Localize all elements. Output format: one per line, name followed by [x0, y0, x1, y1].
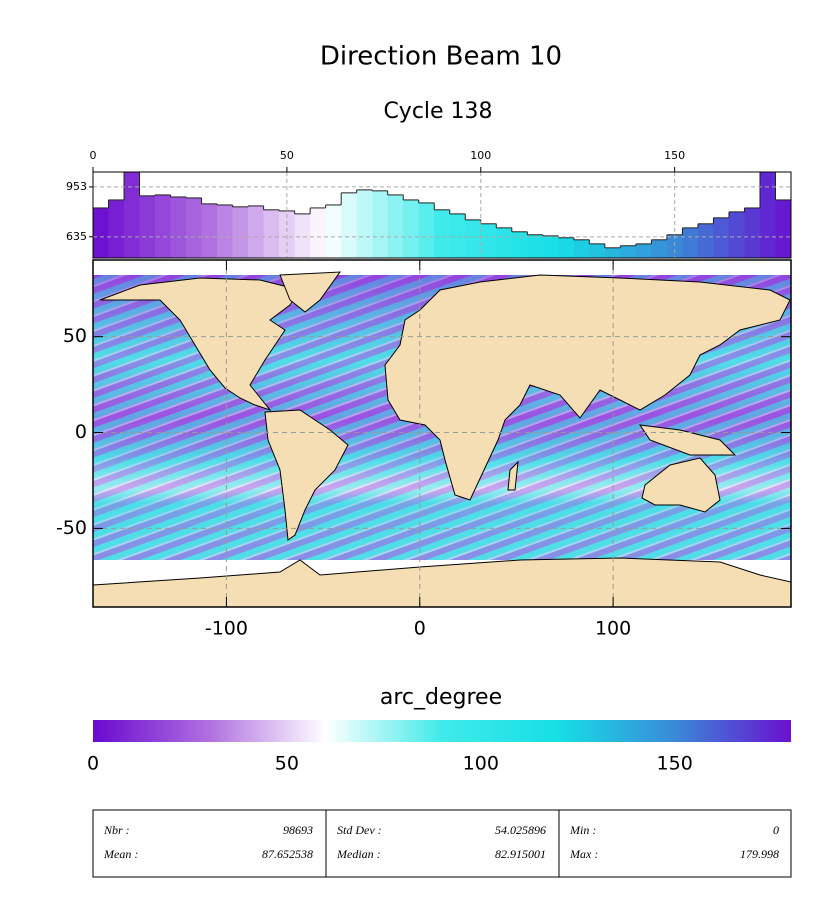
bar	[635, 243, 652, 258]
bar	[232, 206, 249, 258]
x-tick-label: 150	[664, 149, 685, 162]
bar	[527, 234, 544, 258]
x-tick-label: 100	[470, 149, 491, 162]
bar	[325, 204, 342, 258]
madagascar	[507, 460, 519, 491]
bar	[248, 205, 264, 258]
map-frame	[92, 259, 792, 608]
bar	[186, 197, 202, 258]
bar	[728, 211, 745, 258]
bar	[201, 203, 218, 258]
stat-value: 0	[773, 823, 779, 837]
bar	[511, 231, 528, 258]
stat-value: 82.915001	[495, 847, 546, 861]
bar	[93, 207, 109, 258]
bar	[604, 247, 621, 258]
map-axes: -100 0 100 50 0 -50	[56, 260, 791, 640]
bar	[372, 190, 389, 258]
bar	[341, 192, 357, 258]
stat-value: 179.998	[740, 847, 779, 861]
bar	[418, 202, 435, 258]
colorbar-tick-label: 100	[463, 753, 499, 775]
bar	[697, 223, 714, 258]
stat-label: Nbr :	[103, 823, 130, 837]
stat-label: Mean :	[103, 847, 138, 861]
bar	[558, 237, 575, 258]
land	[93, 271, 791, 607]
stat-label: Median :	[336, 847, 381, 861]
stat-label: Std Dev :	[337, 823, 382, 837]
bar	[434, 209, 451, 258]
bar	[666, 234, 683, 258]
bar	[589, 243, 606, 258]
x-tick-label: 0	[90, 149, 97, 162]
stat-label: Min :	[569, 823, 596, 837]
chart-title: Direction Beam 10	[320, 42, 562, 72]
north-america	[99, 277, 301, 412]
bar	[124, 172, 140, 258]
y-tick-label: -50	[56, 517, 87, 539]
histogram-frame	[92, 171, 792, 259]
bar	[713, 217, 730, 258]
bar	[744, 207, 761, 258]
africa-eurasia	[384, 274, 791, 501]
bar	[294, 213, 311, 258]
chart-subtitle: Cycle 138	[383, 99, 492, 124]
table-frame	[92, 809, 792, 878]
greenland	[279, 271, 342, 313]
bar	[108, 199, 125, 258]
bar	[170, 196, 187, 258]
bar	[310, 207, 326, 258]
histogram: 635 953 0 50 100 150	[66, 149, 792, 259]
bar	[651, 239, 668, 258]
bar	[217, 204, 233, 258]
stat-value: 87.652538	[262, 847, 313, 861]
bar	[480, 223, 497, 258]
stat-label: Max :	[569, 847, 598, 861]
y-tick-label: 0	[75, 421, 87, 443]
bar	[139, 195, 156, 258]
colorbar-label: arc_degree	[380, 685, 502, 710]
x-tick-label: 0	[414, 618, 426, 640]
x-tick-label: 50	[280, 149, 294, 162]
south-america	[264, 409, 349, 541]
bar	[403, 199, 420, 258]
y-tick-label: 635	[66, 230, 87, 243]
antarctica	[93, 557, 791, 607]
bar	[775, 199, 792, 258]
y-tick-label: 953	[66, 180, 87, 193]
bar	[542, 235, 559, 258]
bar	[387, 194, 404, 258]
colorbar-ticks: 0 50 100 150	[87, 753, 693, 775]
stat-value: 98693	[283, 823, 313, 837]
x-tick-label: -100	[205, 618, 248, 640]
stats-table: Nbr : 98693 Mean : 87.652538 Std Dev : 54.025…	[92, 809, 792, 878]
bar	[759, 172, 776, 258]
x-tick-label: 100	[595, 618, 631, 640]
bar	[449, 213, 466, 258]
colorbar-tick-label: 50	[275, 753, 299, 775]
colorbar-tick-label: 150	[657, 753, 693, 775]
bar	[573, 239, 590, 258]
bar	[465, 219, 482, 258]
australia	[641, 457, 721, 513]
y-tick-label: 50	[63, 325, 87, 347]
bar	[279, 210, 295, 258]
bar	[496, 227, 513, 258]
bar	[263, 209, 280, 258]
bar	[155, 194, 171, 258]
map-area	[93, 260, 791, 607]
colorbar	[93, 720, 791, 742]
stat-value: 54.025896	[495, 823, 546, 837]
bar	[620, 245, 637, 258]
bar	[356, 189, 373, 258]
bar	[682, 227, 699, 258]
colorbar-tick-label: 0	[87, 753, 99, 775]
